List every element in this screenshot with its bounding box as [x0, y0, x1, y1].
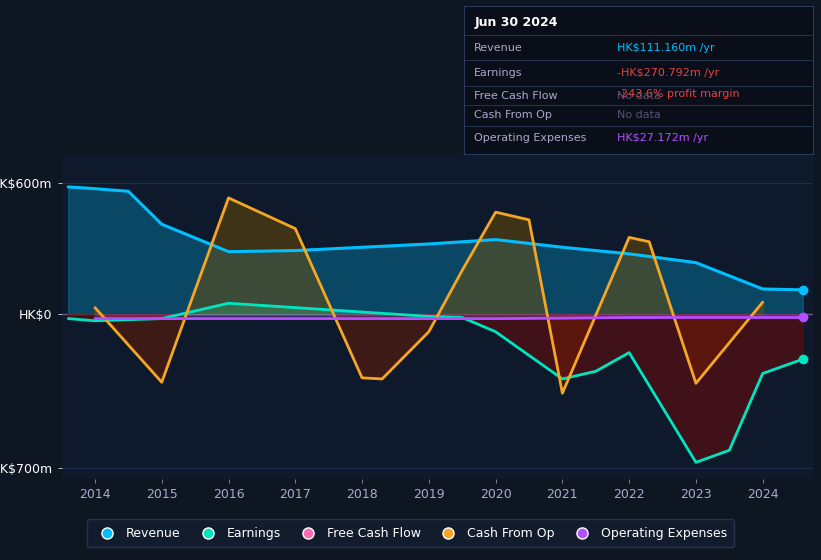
Text: Operating Expenses: Operating Expenses — [475, 133, 587, 143]
Legend: Revenue, Earnings, Free Cash Flow, Cash From Op, Operating Expenses: Revenue, Earnings, Free Cash Flow, Cash … — [87, 520, 734, 548]
Text: HK$27.172m /yr: HK$27.172m /yr — [617, 133, 709, 143]
Text: Jun 30 2024: Jun 30 2024 — [475, 16, 557, 29]
Text: Cash From Op: Cash From Op — [475, 110, 553, 120]
Text: -HK$270.792m /yr: -HK$270.792m /yr — [617, 68, 720, 78]
Text: Free Cash Flow: Free Cash Flow — [475, 91, 558, 101]
Text: Earnings: Earnings — [475, 68, 523, 78]
Text: No data: No data — [617, 110, 661, 120]
Text: HK$111.160m /yr: HK$111.160m /yr — [617, 43, 715, 53]
Text: No data: No data — [617, 91, 661, 101]
Text: Revenue: Revenue — [475, 43, 523, 53]
Text: -243.6% profit margin: -243.6% profit margin — [617, 89, 740, 99]
